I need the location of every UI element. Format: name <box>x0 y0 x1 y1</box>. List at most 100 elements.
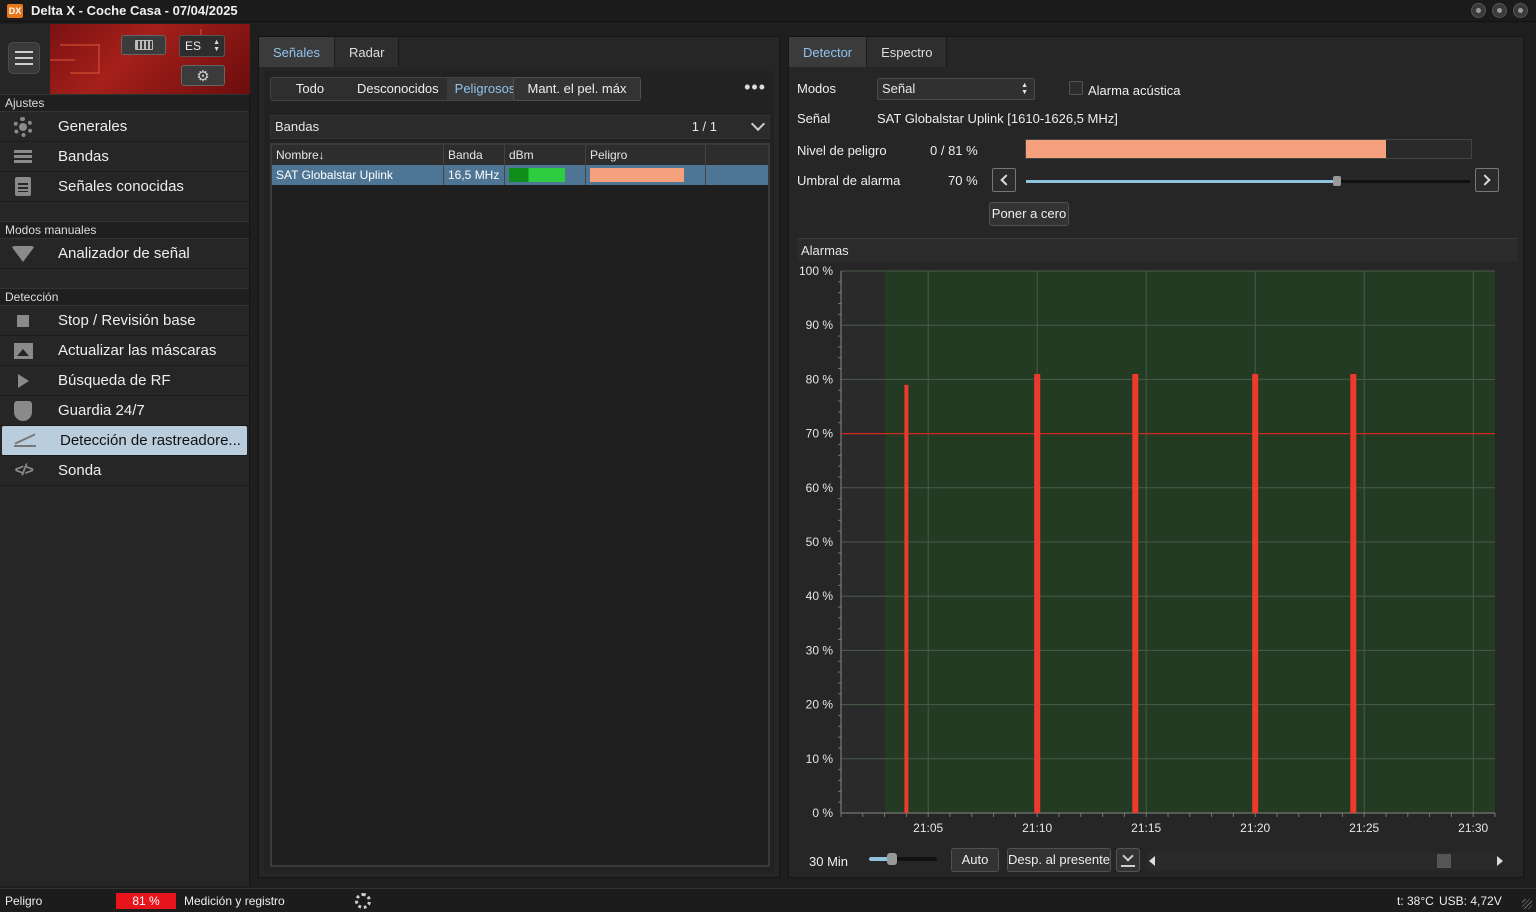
auto-button[interactable]: Auto <box>951 848 999 872</box>
sidebar-item-label: Sonda <box>58 462 102 479</box>
bands-table: Nombre↓ Banda dBm Peligro SAT Globalstar… <box>270 143 770 867</box>
mode-select[interactable]: Señal ▲ ▼ <box>877 78 1035 100</box>
column-header-dbm[interactable]: dBm <box>505 145 586 165</box>
maximize-button[interactable] <box>1492 3 1507 18</box>
tab-senales[interactable]: Señales <box>259 37 335 67</box>
scroll-left-icon[interactable] <box>1149 856 1155 866</box>
minimize-button[interactable] <box>1471 3 1486 18</box>
loading-spinner-icon <box>355 893 371 909</box>
status-danger-badge: 81 % <box>116 893 176 909</box>
chart-horizontal-scrollbar[interactable] <box>1147 852 1503 870</box>
x-tick-label: 21:05 <box>913 821 943 835</box>
threshold-decrease-button[interactable] <box>992 168 1016 192</box>
alarm-bar <box>1252 373 1259 813</box>
alarm-threshold-label: Umbral de alarma <box>797 173 901 188</box>
status-danger-label: Peligro <box>5 894 43 908</box>
trend-icon <box>2 435 60 447</box>
time-window-slider[interactable] <box>869 853 937 865</box>
language-select[interactable]: ES ▲ ▼ <box>179 35 225 57</box>
y-tick-label: 10 % <box>806 752 834 766</box>
page-indicator: 1 / 1 <box>691 119 717 134</box>
y-tick-label: 50 % <box>806 535 834 549</box>
chevron-left-icon <box>1000 174 1012 186</box>
chevron-right-icon <box>1479 174 1491 186</box>
detector-panel: Detector Espectro Modos Señal ▲ ▼ Alarma a… <box>788 36 1524 878</box>
table-row[interactable]: SAT Globalstar Uplink 16,5 MHz <box>272 165 768 185</box>
reset-button[interactable]: Poner a cero <box>989 202 1069 226</box>
download-button[interactable] <box>1116 848 1140 872</box>
alarm-threshold-slider[interactable] <box>1026 176 1470 186</box>
sidebar: ES ▲ ▼ ⚙ Ajustes Generales Bandas Señales con… <box>0 24 250 886</box>
sidebar-item[interactable]: Analizador de señal <box>0 239 249 269</box>
scrollbar-thumb[interactable] <box>1437 854 1451 868</box>
hamburger-menu-button[interactable] <box>8 42 40 74</box>
sidebar-item[interactable]: Señales conocidas <box>0 172 249 202</box>
status-mode: Medición y registro <box>184 894 285 908</box>
settings-button[interactable]: ⚙ <box>181 65 225 86</box>
tab-radar[interactable]: Radar <box>334 37 400 67</box>
app-logo: DX <box>7 3 23 18</box>
sidebar-item[interactable]: Stop / Revisión base <box>0 306 249 336</box>
sidebar-item[interactable]: Detección de rastreadore... <box>2 426 247 456</box>
mode-value: Señal <box>882 81 916 96</box>
threshold-increase-button[interactable] <box>1475 168 1499 192</box>
sidebar-item[interactable]: Bandas <box>0 142 249 172</box>
x-tick-label: 21:25 <box>1349 821 1379 835</box>
sidebar-section-title: Detección <box>0 288 249 306</box>
title-bar: DX Delta X - Coche Casa - 07/04/2025 <box>0 0 1536 22</box>
more-options-button[interactable]: ••• <box>744 77 766 97</box>
sidebar-item[interactable]: Generales <box>0 112 249 142</box>
stop-icon <box>0 314 58 327</box>
y-tick-label: 0 % <box>812 806 833 820</box>
y-tick-label: 20 % <box>806 698 834 712</box>
scroll-right-icon[interactable] <box>1497 856 1503 866</box>
sidebar-item[interactable]: Búsqueda de RF <box>0 366 249 396</box>
list-icon <box>0 149 58 164</box>
keyboard-button[interactable] <box>121 35 166 55</box>
acoustic-alarm-label: Alarma acústica <box>1088 83 1181 98</box>
column-header-danger[interactable]: Peligro <box>586 145 706 165</box>
hold-max-danger-button[interactable]: Mant. el pel. máx <box>513 77 641 101</box>
alarms-header: Alarmas <box>797 238 1517 262</box>
alarms-chart: 0 % 10 % 20 % 30 % 40 % 50 % 60 % 70 % 80 % 90 % 1… <box>799 264 1496 835</box>
play-icon <box>0 373 58 388</box>
device-banner: ES ▲ ▼ ⚙ <box>50 24 250 94</box>
modes-label: Modos <box>797 81 837 96</box>
sidebar-item-label: Guardia 24/7 <box>58 402 145 419</box>
gear-icon <box>0 116 58 137</box>
resize-grip-icon[interactable] <box>1522 899 1532 909</box>
sidebar-section-title: Ajustes <box>0 94 249 112</box>
tab-espectro[interactable]: Espectro <box>867 37 948 67</box>
status-bar: Peligro 81 % Medición y registro t: 38°C… <box>0 888 1536 912</box>
slider-handle[interactable] <box>1332 176 1341 186</box>
filter-todo[interactable]: Todo <box>295 81 325 96</box>
alarm-bar <box>1034 373 1041 813</box>
danger-level-meter <box>1025 139 1472 159</box>
column-header-name[interactable]: Nombre↓ <box>272 145 444 165</box>
table-header: Nombre↓ Banda dBm Peligro <box>272 145 768 165</box>
keyboard-icon <box>134 40 153 50</box>
alarm-bar <box>1350 373 1357 813</box>
scroll-to-present-button[interactable]: Desp. al presente <box>1007 848 1111 872</box>
chevron-down-icon[interactable] <box>750 116 766 132</box>
filter-desconocidos[interactable]: Desconocidos <box>357 81 439 96</box>
y-tick-label: 60 % <box>806 481 834 495</box>
column-header-band[interactable]: Banda <box>444 145 505 165</box>
sidebar-item[interactable]: Actualizar las máscaras <box>0 336 249 366</box>
x-tick-label: 21:10 <box>1022 821 1052 835</box>
close-button[interactable] <box>1513 3 1528 18</box>
sidebar-item[interactable]: Guardia 24/7 <box>0 396 249 426</box>
tab-detector[interactable]: Detector <box>789 37 868 67</box>
sidebar-item-label: Stop / Revisión base <box>58 312 196 329</box>
sidebar-item[interactable]: </> Sonda <box>0 456 249 486</box>
acoustic-alarm-checkbox[interactable] <box>1069 81 1083 95</box>
danger-level-bar <box>590 168 684 182</box>
filter-peligrosos[interactable]: Peligrosos <box>446 78 524 100</box>
time-window-handle[interactable] <box>887 853 897 865</box>
language-value: ES <box>185 39 202 53</box>
clipboard-icon <box>0 177 58 196</box>
alarm-bar <box>904 384 909 813</box>
sidebar-item-label: Detección de rastreadore... <box>60 432 241 449</box>
status-usb-voltage: USB: 4,72V <box>1439 894 1502 908</box>
bands-header[interactable]: Bandas 1 / 1 <box>270 115 770 139</box>
